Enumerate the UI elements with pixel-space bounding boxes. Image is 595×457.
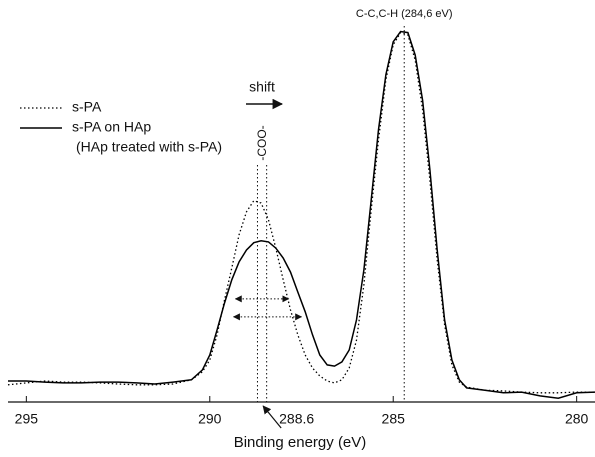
annotation: C-C,C-H (284,6 eV)	[356, 8, 453, 20]
annotation: -COO-	[255, 125, 269, 160]
x-tick-label: 285	[382, 411, 406, 427]
annotation: shift	[249, 79, 275, 95]
legend-label: s-PA on HAp	[72, 119, 151, 135]
x-axis-label: Binding energy (eV)	[234, 434, 367, 451]
legend-label: s-PA	[72, 99, 102, 115]
x-tick-label: 280	[565, 411, 589, 427]
data-line	[8, 30, 595, 399]
x-tick-label: 290	[198, 411, 222, 427]
marked-x-label: 288.6	[279, 411, 314, 427]
annotation: (HAp treated with s-PA)	[76, 139, 222, 155]
x-tick-label: 295	[15, 411, 39, 427]
data-line	[7, 31, 595, 394]
marked-x-arrow	[262, 405, 282, 429]
